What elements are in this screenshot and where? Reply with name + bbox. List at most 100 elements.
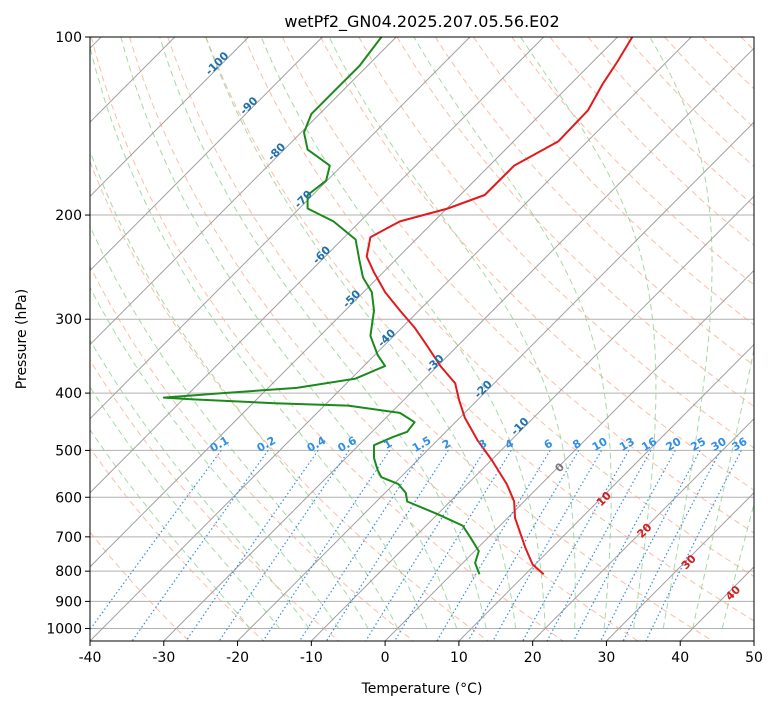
dry-adiabat-line [511, 37, 754, 286]
moist-adiabat-line [90, 428, 251, 629]
moist-adiabat-label: 40 [723, 583, 743, 603]
mixing-ratio-label: 20 [664, 435, 684, 454]
isotherm-line [163, 47, 754, 641]
mixing-ratio-line [572, 450, 676, 641]
isotherm-line [90, 37, 618, 568]
dewpoint-profile-line [162, 37, 481, 575]
isotherm-label: -60 [310, 243, 333, 266]
y-tick-label: 600 [55, 490, 82, 506]
moist-adiabat-line [649, 37, 713, 629]
moist-adiabat-line [90, 385, 280, 629]
moist-adiabat-line [90, 286, 340, 629]
isotherm-line [90, 37, 692, 641]
mixing-ratio-label: 6 [542, 437, 555, 452]
dry-adiabat-line [434, 37, 754, 367]
mixing-ratio-line [467, 450, 580, 641]
isotherm-line [90, 37, 323, 272]
moist-adiabat-line [90, 149, 399, 629]
plot-frame [89, 36, 755, 642]
mixing-ratio-label: 16 [639, 435, 659, 454]
dry-adiabat-line [626, 37, 754, 168]
isotherm-line [606, 492, 754, 641]
mixing-ratio-line [492, 450, 603, 641]
isotherm-label: -90 [237, 94, 260, 117]
moist-adiabat-line [120, 37, 458, 629]
x-tick-label: -40 [79, 650, 102, 666]
x-axis-label: Temperature (°C) [361, 681, 483, 697]
dry-adiabat-line [90, 531, 190, 641]
moist-adiabat-line [90, 44, 428, 629]
dry-adiabat-line [129, 37, 639, 641]
moist-adiabat-line [721, 502, 754, 629]
moist-adiabat-line [205, 37, 517, 629]
dry-adiabat-line [167, 37, 713, 641]
mixing-ratio-line [546, 450, 652, 641]
isotherm-label: -80 [265, 140, 288, 163]
y-tick-label: 100 [55, 30, 82, 46]
y-tick-label: 1000 [46, 622, 82, 638]
mixing-ratio-label: 0.1 [208, 434, 231, 455]
dry-adiabat-line [473, 37, 754, 326]
y-tick-label: 400 [55, 386, 82, 402]
isotherm-line [90, 37, 471, 420]
moist-adiabat-line [159, 37, 487, 629]
isotherm-line [679, 566, 754, 641]
mixing-ratio-label: 25 [688, 435, 708, 454]
dry-adiabat-line [740, 37, 754, 51]
mixing-ratio-line [622, 450, 722, 641]
y-tick-label: 800 [55, 564, 82, 580]
x-tick-label: 20 [524, 650, 542, 666]
dry-adiabat-line [90, 37, 564, 641]
mixing-ratio-line [600, 450, 701, 641]
isotherm-line [90, 37, 249, 198]
isotherm-line [90, 37, 397, 346]
mixing-ratio-line [185, 450, 319, 641]
isotherm-line [90, 37, 545, 494]
dry-adiabat-line [549, 37, 754, 246]
moist-adiabat-line [413, 37, 612, 629]
mixing-ratio-label: 30 [709, 435, 729, 454]
mixing-ratio-label: 0.6 [336, 434, 360, 455]
x-tick-label: 40 [671, 650, 689, 666]
dry-adiabat-line [90, 160, 489, 641]
dry-adiabat-line [282, 37, 754, 534]
moist-adiabat-line [520, 37, 657, 629]
chart-title: wetPf2_GN04.2025.207.05.56.E02 [284, 12, 559, 32]
isotherm-line [753, 640, 754, 641]
mixing-ratio-line [131, 450, 269, 641]
dry-adiabat-line [205, 37, 754, 622]
mixing-ratio-line [394, 450, 512, 641]
mixing-ratio-line [218, 450, 350, 641]
mixing-ratio-label: 13 [617, 435, 637, 454]
y-tick-label: 900 [55, 594, 82, 610]
dry-adiabat-line [243, 37, 754, 578]
moist-adiabat-line [90, 225, 369, 629]
dry-adiabat-line [664, 37, 754, 129]
isotherm-label: -20 [472, 377, 495, 400]
isotherm-label: -50 [340, 287, 363, 310]
x-tick-label: -30 [152, 650, 175, 666]
mixing-ratio-line [299, 450, 425, 641]
isotherm-label: -10 [508, 415, 531, 438]
dry-adiabat-line [587, 37, 754, 207]
x-tick-label: 10 [450, 650, 468, 666]
isotherm-label: -30 [423, 352, 446, 375]
dry-adiabat-line [396, 37, 754, 408]
isotherm-line [310, 195, 754, 641]
moist-adiabat-line [692, 346, 754, 629]
dry-adiabat-line [90, 447, 265, 641]
isotherm-line [532, 417, 754, 641]
moist-adiabat-line [260, 37, 546, 629]
moist-adiabat-label: 0 [552, 460, 567, 475]
mixing-ratio-label: 2 [440, 437, 453, 452]
y-tick-label: 700 [55, 530, 82, 546]
isotherm-line [237, 121, 754, 641]
temperature-profile-line [365, 37, 634, 576]
mixing-ratio-label: 3 [476, 437, 489, 452]
mixing-ratio-line [522, 450, 630, 641]
mixing-ratio-label: 1 [381, 437, 394, 452]
mixing-ratio-label: 10 [590, 435, 610, 454]
dry-adiabat-line [90, 265, 414, 641]
